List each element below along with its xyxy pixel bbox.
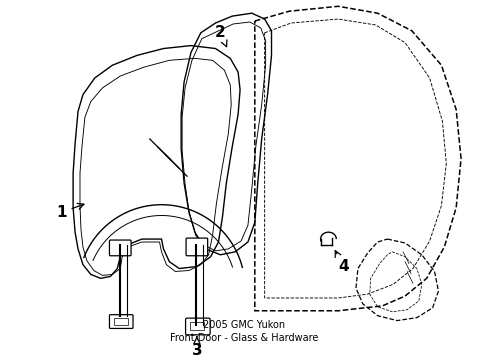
- Bar: [190, 321, 203, 330]
- Text: 1: 1: [56, 203, 84, 220]
- Text: 3: 3: [191, 337, 202, 357]
- FancyBboxPatch shape: [185, 318, 210, 335]
- Bar: [114, 318, 128, 325]
- Text: 4: 4: [335, 251, 348, 274]
- FancyBboxPatch shape: [109, 240, 131, 256]
- Text: 2: 2: [215, 25, 226, 47]
- Text: 2005 GMC Yukon
Front Door - Glass & Hardware: 2005 GMC Yukon Front Door - Glass & Hard…: [169, 320, 318, 343]
- FancyBboxPatch shape: [185, 238, 207, 256]
- FancyBboxPatch shape: [109, 315, 133, 328]
